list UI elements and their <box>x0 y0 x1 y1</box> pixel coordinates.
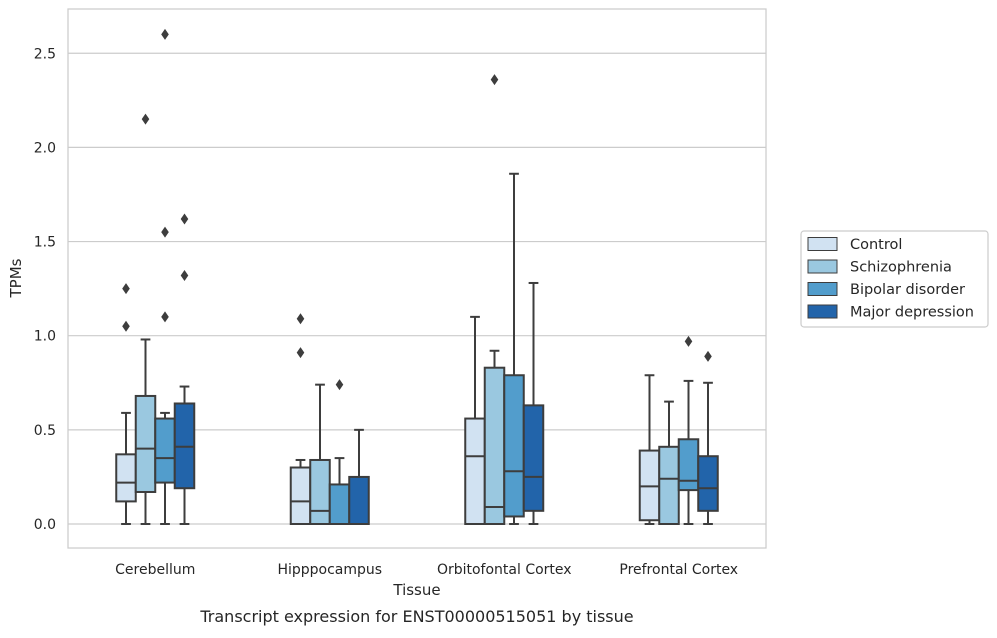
box-iqr <box>154 417 176 484</box>
box-3-2 <box>522 281 545 525</box>
box-1-1 <box>309 383 331 525</box>
box-0-1 <box>289 313 312 526</box>
y-tick-label: 0.5 <box>34 423 56 439</box>
outlier-point <box>296 313 305 325</box>
box-iqr <box>115 453 137 503</box>
box-1-3 <box>658 400 680 525</box>
y-tick-label: 0.0 <box>34 517 56 533</box>
x-tick-label: Hipppocampus <box>277 562 382 578</box>
boxes-layer <box>115 28 719 526</box>
box-iqr <box>309 458 331 525</box>
legend-label: Bipolar disorder <box>850 282 965 298</box>
y-axis-label: TPMs <box>7 258 25 298</box>
box-3-1 <box>348 428 370 525</box>
y-tick-label: 1.0 <box>34 329 56 345</box>
legend-frame <box>800 230 989 328</box>
box-iqr <box>522 404 545 512</box>
y-tick-label: 2.5 <box>34 46 56 62</box>
plot-frame <box>67 8 767 549</box>
outlier-point <box>161 226 169 238</box>
outlier-point <box>180 213 189 225</box>
box-1-0 <box>134 113 157 525</box>
x-tick-label: Cerebellum <box>115 562 195 578</box>
outlier-point <box>122 320 130 332</box>
box-1-2 <box>483 74 506 525</box>
box-0-2 <box>464 315 486 525</box>
box-iqr <box>503 374 525 518</box>
box-iqr <box>677 438 700 492</box>
x-tick-label: Orbitofontal Cortex <box>437 562 572 578</box>
legend: Control Schizophrenia Bipolar disorder Majo… <box>800 230 989 328</box>
outlier-point <box>684 335 693 347</box>
outlier-point <box>141 113 150 125</box>
legend-label: Schizophrenia <box>850 260 952 276</box>
box-iqr <box>464 417 486 525</box>
x-tick-labels: Cerebellum Hipppocampus Orbitofontal Corte… <box>115 562 738 578</box>
box-2-0 <box>154 28 176 525</box>
y-tick-label: 1.5 <box>34 235 56 251</box>
outlier-point <box>161 28 169 40</box>
box-3-3 <box>697 350 719 525</box>
box-iqr <box>134 394 157 493</box>
outlier-point <box>180 269 189 281</box>
y-tick-labels: 0.0 0.5 1.0 1.5 2.0 2.5 <box>34 46 56 533</box>
box-0-0 <box>115 283 137 525</box>
outlier-point <box>704 350 712 362</box>
legend-label: Control <box>850 237 902 253</box>
box-iqr <box>483 366 506 525</box>
outlier-point <box>161 311 169 323</box>
legend-swatch <box>807 282 838 296</box>
figure-caption: Transcript expression for ENST0000051505… <box>199 607 633 626</box>
box-iqr <box>289 466 312 526</box>
box-iqr <box>658 445 680 525</box>
box-iqr <box>348 475 370 525</box>
box-2-2 <box>503 172 525 525</box>
outlier-point <box>335 379 344 391</box>
box-iqr <box>697 455 719 512</box>
box-iqr <box>328 483 351 525</box>
legend-swatch <box>807 304 838 319</box>
box-2-1 <box>328 379 351 525</box>
y-tick-label: 2.0 <box>34 140 56 156</box>
x-axis-label: Tissue <box>392 581 440 599</box>
outlier-point <box>490 74 499 86</box>
legend-swatch <box>807 237 838 251</box>
box-3-0 <box>173 213 196 525</box>
outlier-point <box>296 347 305 359</box>
x-tick-label: Prefrontal Cortex <box>619 562 738 578</box>
outlier-point <box>122 283 130 295</box>
legend-swatch <box>807 259 838 274</box>
box-0-3 <box>638 374 661 525</box>
legend-label: Major depression <box>850 305 974 321</box>
